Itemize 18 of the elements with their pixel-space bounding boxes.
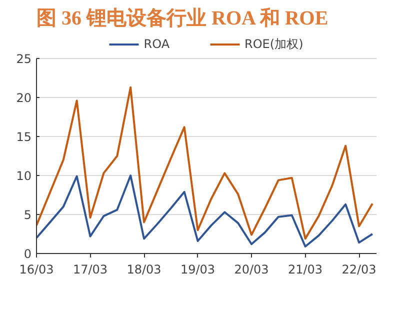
x-tick-label: 16/03 <box>19 262 54 276</box>
x-tick-label: 18/03 <box>126 262 162 276</box>
x-tick-label: 19/03 <box>180 262 216 276</box>
legend-label: ROE(加权) <box>244 36 304 52</box>
y-tick-label: 5 <box>24 208 32 222</box>
x-tick-label: 22/03 <box>342 262 376 276</box>
x-tick-label: 21/03 <box>288 262 323 276</box>
legend-label: ROA <box>144 37 170 51</box>
line-series <box>36 174 374 248</box>
x-tick-label: 17/03 <box>72 262 108 276</box>
y-tick-label: 15 <box>16 130 32 144</box>
x-tick-label: 20/03 <box>234 262 269 276</box>
chart-title: 图 36 锂电设备行业 ROA 和 ROE <box>36 6 328 30</box>
y-tick-label: 25 <box>16 52 32 66</box>
y-tick-label: 10 <box>16 169 32 183</box>
y-tick-label: 0 <box>24 247 32 261</box>
y-tick-label: 20 <box>16 91 32 105</box>
line-series <box>36 86 374 240</box>
